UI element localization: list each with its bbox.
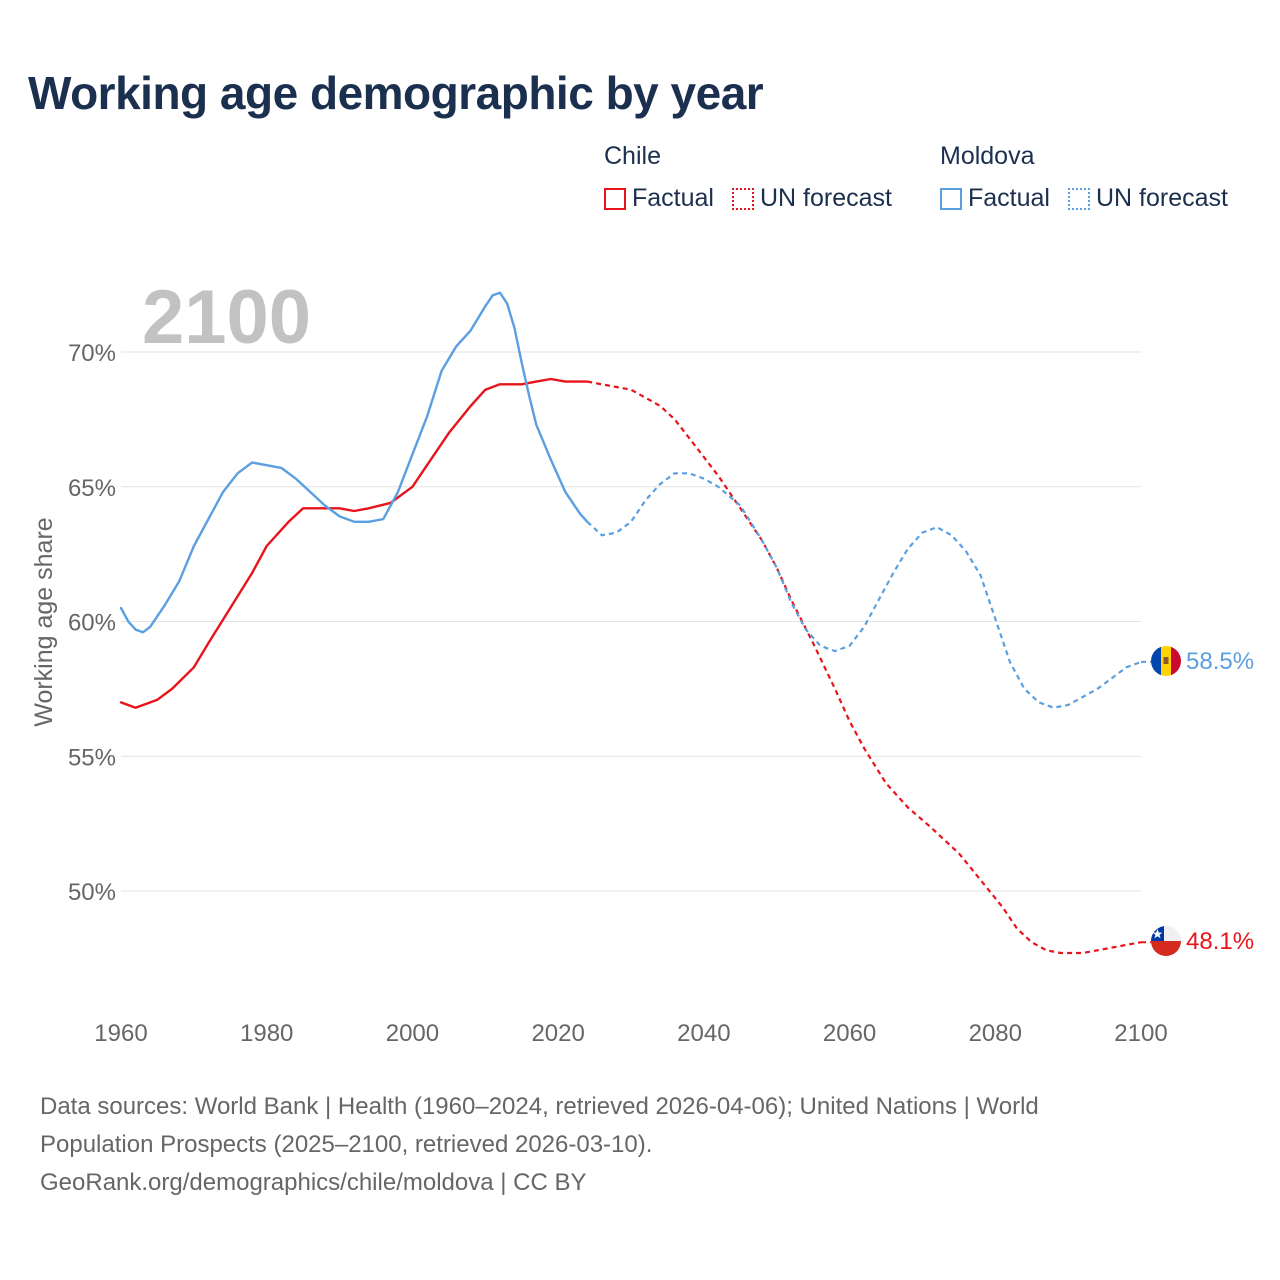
series-line-moldova-factual[interactable] bbox=[119, 291, 589, 634]
footer: Data sources: World Bank | Health (1960–… bbox=[40, 1088, 1240, 1202]
legend-moldova-factual[interactable]: Factual bbox=[940, 184, 1050, 213]
legend-chile-forecast-swatch bbox=[731, 187, 754, 210]
legend-moldova-factual-label: Factual bbox=[968, 184, 1050, 212]
footer-sources-line1: Data sources: World Bank | Health (1960–… bbox=[40, 1093, 1039, 1120]
y-axis-label: Working age share bbox=[30, 517, 58, 726]
x-tick-label: 2080 bbox=[969, 1020, 1022, 1047]
series-line-chile-factual[interactable] bbox=[119, 377, 589, 709]
legend-chile-factual-label: Factual bbox=[632, 184, 714, 212]
series-line-chile-forecast[interactable] bbox=[587, 380, 1142, 955]
y-tick-label: 65% bbox=[68, 475, 116, 502]
x-tick-label: 2100 bbox=[1114, 1020, 1167, 1047]
series-line-moldova-forecast[interactable] bbox=[586, 472, 1142, 709]
moldova-flag-icon bbox=[1151, 646, 1181, 676]
legend-moldova-name: Moldova bbox=[940, 142, 1035, 170]
footer-attribution[interactable]: GeoRank.org/demographics/chile/moldova |… bbox=[40, 1169, 587, 1196]
legend-chile-name: Chile bbox=[604, 142, 661, 170]
legend-chile: Chile Factual UN forecast bbox=[604, 142, 892, 213]
line-chart: 50% 55% 60% 65% 70% 1960 1980 2000 2020 2040 2060 2… bbox=[30, 275, 1254, 1047]
legend-moldova: Moldova Factual UN forecast bbox=[940, 142, 1228, 213]
year-overlay: 2100 bbox=[142, 275, 311, 360]
chile-flag-icon bbox=[1151, 926, 1181, 956]
y-tick-label: 70% bbox=[68, 340, 116, 367]
y-tick-label: 60% bbox=[68, 610, 116, 637]
x-tick-label: 1960 bbox=[94, 1020, 147, 1047]
footer-sources-line2: Population Prospects (2025–2100, retriev… bbox=[40, 1131, 653, 1158]
legend-chile-forecast[interactable]: UN forecast bbox=[731, 184, 892, 213]
x-tick-label: 2000 bbox=[386, 1020, 439, 1047]
y-tick-label: 50% bbox=[68, 879, 116, 906]
y-tick-label: 55% bbox=[68, 744, 116, 771]
legend-moldova-forecast-label: UN forecast bbox=[1095, 184, 1228, 212]
legend-moldova-forecast-swatch bbox=[1067, 187, 1090, 210]
end-label-chile: 48.1% bbox=[1186, 928, 1254, 955]
legend-chile-forecast-label: UN forecast bbox=[759, 184, 892, 212]
legend-moldova-factual-swatch bbox=[940, 187, 962, 210]
x-tick-label: 2060 bbox=[823, 1020, 876, 1047]
end-label-moldova: 58.5% bbox=[1186, 648, 1254, 675]
legend-moldova-forecast[interactable]: UN forecast bbox=[1067, 184, 1228, 213]
legend-chile-factual-swatch bbox=[604, 187, 626, 210]
x-tick-label: 2020 bbox=[531, 1020, 584, 1047]
legend-chile-factual[interactable]: Factual bbox=[604, 184, 714, 213]
x-tick-label: 2040 bbox=[677, 1020, 730, 1047]
chart-title: Working age demographic by year bbox=[28, 67, 764, 119]
x-tick-label: 1980 bbox=[240, 1020, 293, 1047]
